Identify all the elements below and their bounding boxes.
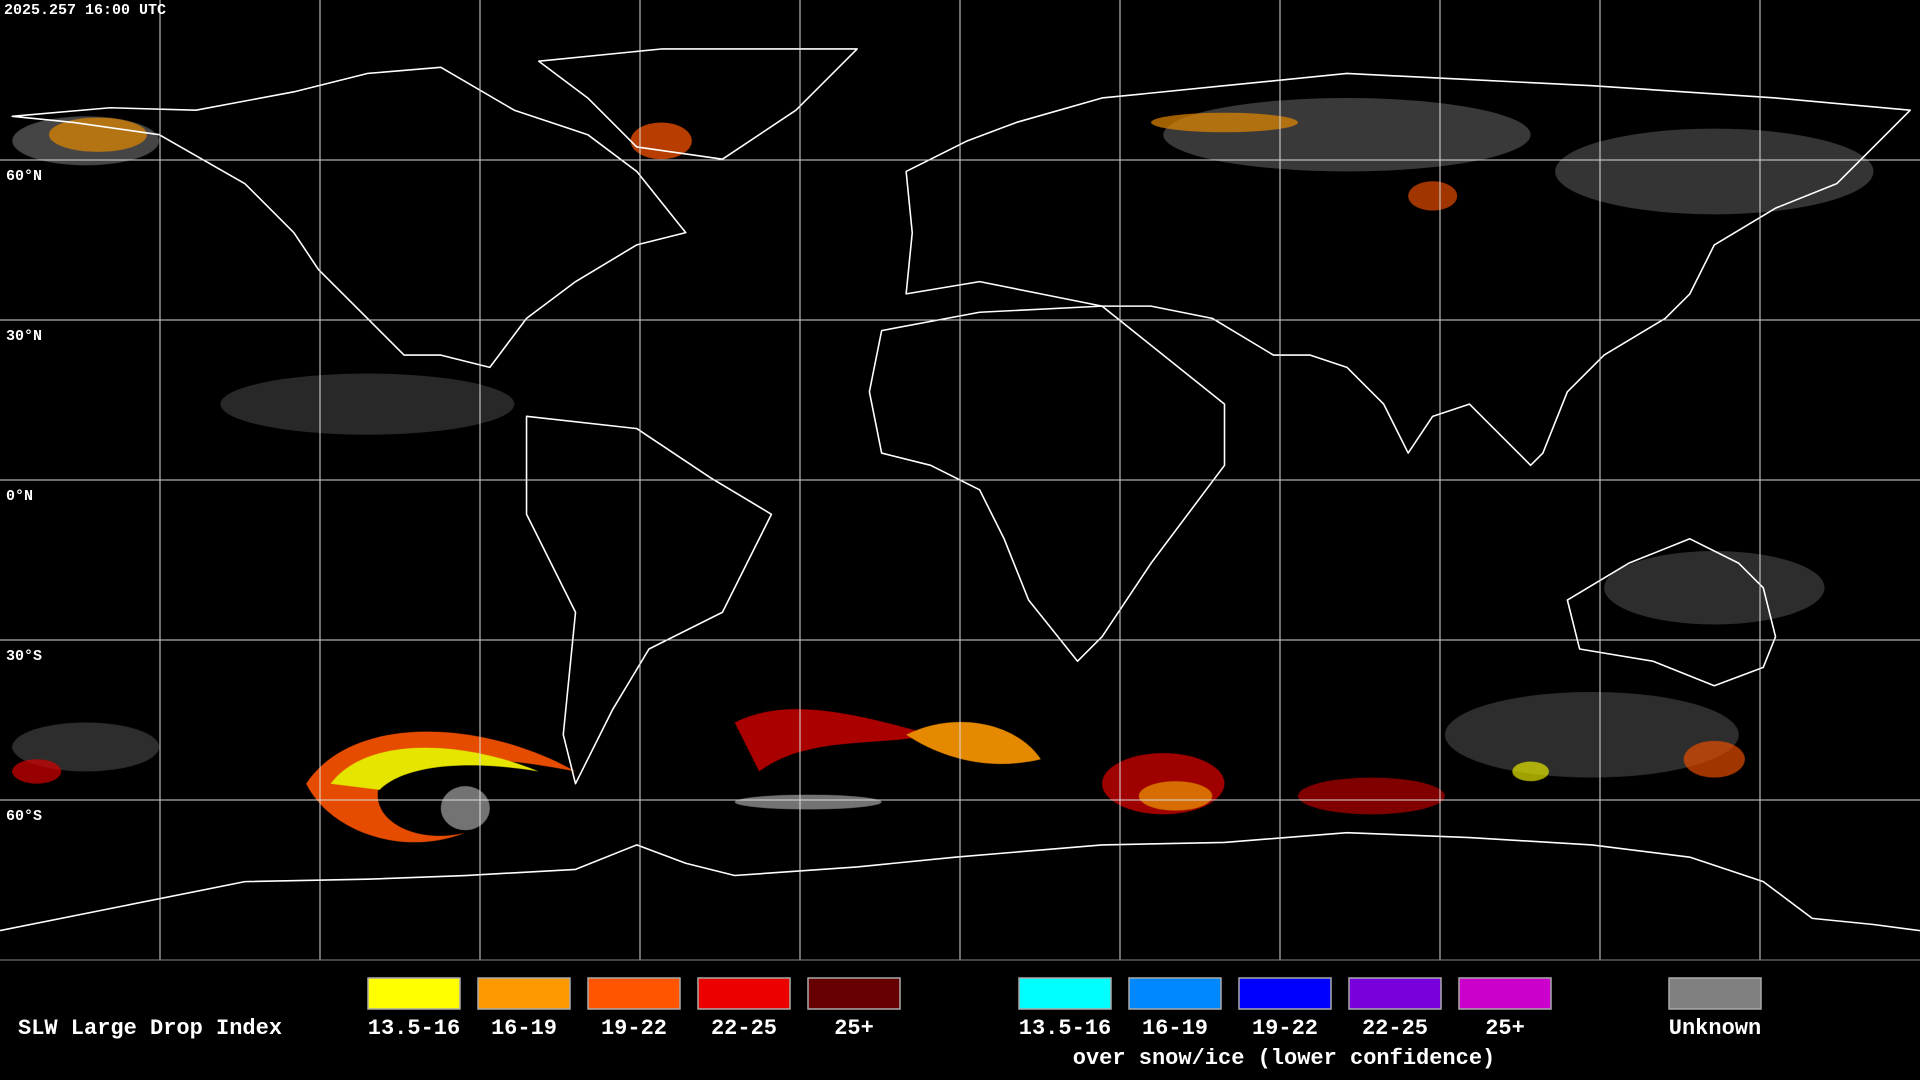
legend-label: 25+ xyxy=(834,1016,874,1041)
latitude-label: 30°S xyxy=(6,648,42,665)
legend-label: 19-22 xyxy=(601,1016,667,1041)
legend-swatch xyxy=(807,977,901,1010)
legend-swatch xyxy=(1128,977,1222,1010)
eurasia xyxy=(905,72,1912,467)
greenland xyxy=(537,48,858,160)
legend-swatch xyxy=(367,977,461,1010)
north-america xyxy=(11,66,687,369)
legend-caption: over snow/ice (lower confidence) xyxy=(1073,1046,1495,1071)
antarctica xyxy=(0,831,1920,932)
map-layer xyxy=(0,48,1920,932)
legend-swatch xyxy=(587,977,681,1010)
legend-label: 22-25 xyxy=(1362,1016,1428,1041)
data-field xyxy=(12,97,1874,843)
legend-label: 16-19 xyxy=(1142,1016,1208,1041)
legend-swatch xyxy=(477,977,571,1010)
legend-swatch xyxy=(1348,977,1442,1010)
legend-swatch xyxy=(1668,977,1762,1010)
legend-swatch xyxy=(1238,977,1332,1010)
australia xyxy=(1566,537,1777,687)
legend-label: 19-22 xyxy=(1252,1016,1318,1041)
legend-swatch xyxy=(697,977,791,1010)
legend-label: 13.5-16 xyxy=(368,1016,460,1041)
latitude-label: 60°N xyxy=(6,168,42,185)
timestamp: 2025.257 16:00 UTC xyxy=(4,2,166,19)
south-america xyxy=(525,415,773,785)
legend-label: 25+ xyxy=(1485,1016,1525,1041)
legend-label: 13.5-16 xyxy=(1019,1016,1111,1041)
latitude-label: 0°N xyxy=(6,488,33,505)
graticule xyxy=(0,0,1920,960)
latitude-label: 60°S xyxy=(6,808,42,825)
legend-label: 22-25 xyxy=(711,1016,777,1041)
legend-label: 16-19 xyxy=(491,1016,557,1041)
legend-title: SLW Large Drop Index xyxy=(18,1016,282,1041)
latitude-label: 30°N xyxy=(6,328,42,345)
legend-swatch xyxy=(1458,977,1552,1010)
legend-swatch xyxy=(1018,977,1112,1010)
legend-label: Unknown xyxy=(1669,1016,1761,1041)
africa xyxy=(868,305,1226,663)
coastlines xyxy=(0,48,1920,932)
